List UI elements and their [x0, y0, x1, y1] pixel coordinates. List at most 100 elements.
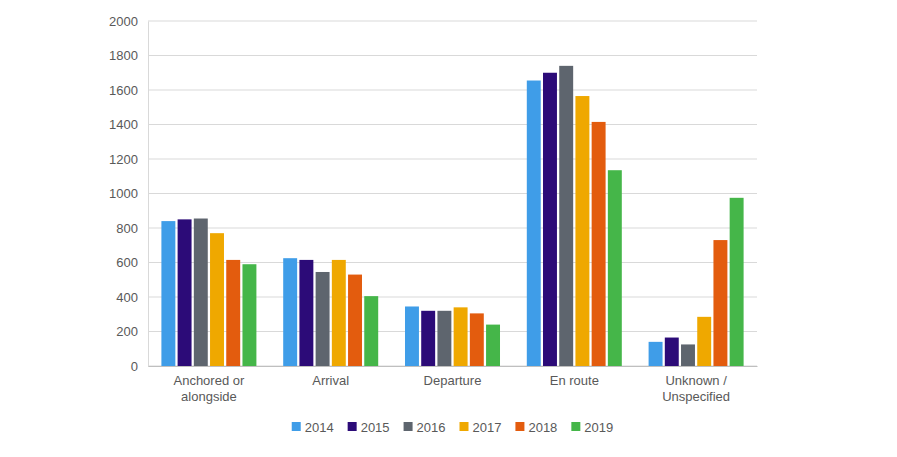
bar-series	[242, 170, 743, 366]
y-tick-label: 400	[116, 290, 138, 305]
bar	[575, 96, 589, 366]
bar	[178, 219, 192, 366]
y-axis: 0 200 400 600 800 1000 1200 1400 1600 1800 2000	[109, 14, 148, 374]
y-tick: 0	[131, 359, 148, 374]
grid-line	[148, 193, 757, 194]
bar	[242, 264, 256, 366]
bar	[486, 325, 500, 366]
grid	[148, 21, 757, 366]
bar	[454, 307, 468, 366]
legend-label: 2017	[473, 420, 502, 435]
x-tick: En route	[550, 366, 599, 388]
legend-label: 2019	[584, 420, 613, 435]
bar-series	[194, 66, 695, 366]
legend: 2014 2015 2016 2017 2018 2019	[292, 420, 614, 435]
x-tick: Departure	[424, 366, 482, 388]
bar	[316, 272, 330, 366]
bar-series	[226, 122, 727, 366]
x-tick: Arrival	[312, 366, 349, 388]
bar	[649, 342, 663, 366]
y-tick-label: 1200	[109, 152, 138, 167]
y-tick-label: 2000	[109, 14, 138, 29]
legend-swatch	[404, 422, 413, 431]
bar-series	[161, 81, 662, 366]
x-tick-label: Unknown /Unspecified	[662, 373, 730, 404]
legend-label: 2014	[305, 420, 334, 435]
bar	[608, 170, 622, 366]
legend-item: 2018	[515, 420, 557, 435]
y-tick: 400	[116, 290, 148, 305]
x-tick-label: Departure	[424, 373, 482, 388]
bar	[283, 258, 297, 366]
bar	[543, 73, 557, 366]
legend-swatch	[460, 422, 469, 431]
bar	[713, 240, 727, 366]
legend-item: 2019	[571, 420, 613, 435]
grid-line	[148, 124, 757, 125]
y-tick-label: 0	[131, 359, 138, 374]
bar	[364, 296, 378, 366]
x-axis: Anchored oralongside Arrival Departure En r…	[149, 366, 758, 404]
bar-series	[178, 73, 679, 366]
legend-swatch	[348, 422, 357, 431]
bar	[697, 317, 711, 366]
y-tick: 1200	[109, 152, 148, 167]
legend-swatch	[571, 422, 580, 431]
bar	[665, 338, 679, 366]
legend-item: 2016	[404, 420, 446, 435]
grid-line	[148, 90, 757, 91]
chart: 0 200 400 600 800 1000 1200 1400 1600 1800 2000 Anc…	[0, 0, 897, 457]
bar	[527, 81, 541, 366]
y-axis-line	[148, 22, 149, 367]
legend-label: 2016	[417, 420, 446, 435]
x-tick-label: Anchored oralongside	[173, 373, 244, 404]
legend-label: 2015	[361, 420, 390, 435]
bar	[421, 311, 435, 366]
y-tick: 1600	[109, 83, 148, 98]
bar	[730, 198, 744, 366]
y-tick: 2000	[109, 14, 148, 29]
bar-series	[210, 96, 711, 366]
bar	[210, 233, 224, 366]
grid-line	[148, 159, 757, 160]
bars	[161, 66, 743, 366]
y-tick: 200	[116, 324, 148, 339]
legend-swatch	[515, 422, 524, 431]
bar	[559, 66, 573, 366]
grid-line	[148, 228, 757, 229]
bar	[161, 221, 175, 366]
grid-line	[148, 21, 757, 22]
bar	[226, 260, 240, 366]
legend-swatch	[292, 422, 301, 431]
x-axis-line	[149, 366, 758, 367]
y-tick: 800	[116, 221, 148, 236]
x-tick-label: En route	[550, 373, 599, 388]
y-tick: 1400	[109, 117, 148, 132]
bar	[681, 344, 695, 366]
legend-item: 2014	[292, 420, 334, 435]
y-tick-label: 1600	[109, 83, 138, 98]
grid-line	[148, 55, 757, 56]
bar	[437, 311, 451, 366]
bar	[470, 313, 484, 366]
y-tick: 600	[116, 255, 148, 270]
y-tick-label: 1000	[109, 186, 138, 201]
y-tick-label: 1800	[109, 48, 138, 63]
legend-item: 2015	[348, 420, 390, 435]
y-tick: 1800	[109, 48, 148, 63]
bar	[299, 260, 313, 366]
y-tick-label: 1400	[109, 117, 138, 132]
bar	[332, 260, 346, 366]
x-tick: Anchored oralongside	[173, 366, 244, 404]
y-tick: 1000	[109, 186, 148, 201]
bar	[592, 122, 606, 366]
bar	[348, 275, 362, 366]
y-tick-label: 600	[116, 255, 138, 270]
x-tick: Unknown /Unspecified	[662, 366, 730, 404]
x-tick-label: Arrival	[312, 373, 349, 388]
y-tick-label: 200	[116, 324, 138, 339]
legend-item: 2017	[460, 420, 502, 435]
y-tick-label: 800	[116, 221, 138, 236]
legend-label: 2018	[528, 420, 557, 435]
bar	[405, 306, 419, 366]
